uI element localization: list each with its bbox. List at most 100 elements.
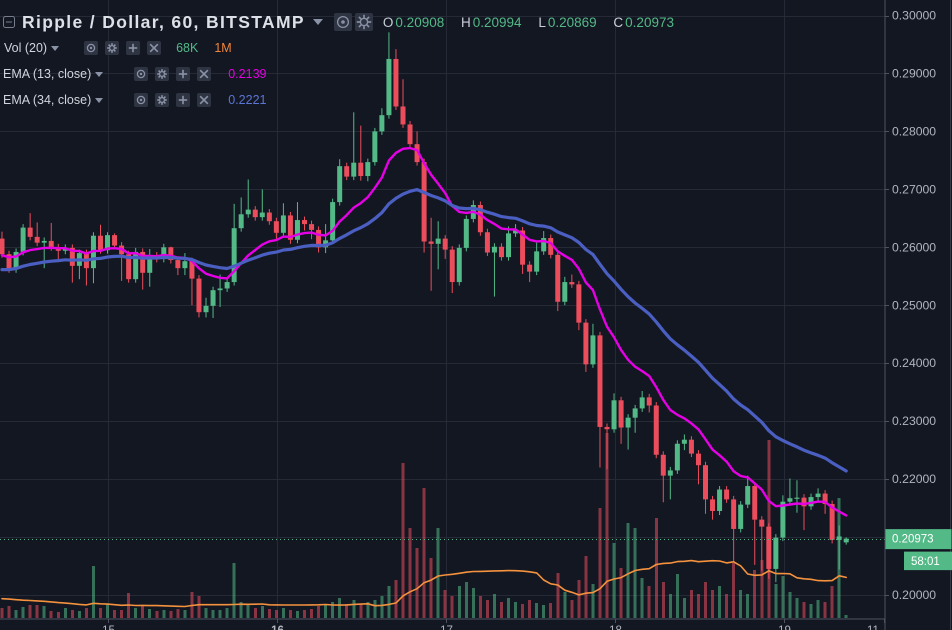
volume-bar [197, 596, 201, 619]
plus-icon[interactable] [126, 41, 141, 55]
price-axis-label: 0.20000 [892, 588, 936, 602]
candle-body [358, 162, 364, 177]
candle-body [738, 504, 744, 529]
gear-icon[interactable] [155, 67, 170, 81]
candle-body [724, 489, 730, 500]
candle-body [280, 215, 286, 233]
candle-wick [571, 274, 573, 288]
volume-bar [626, 523, 630, 619]
volume-bar [183, 610, 187, 619]
indicator-value: 1M [214, 41, 232, 55]
candle-body [527, 264, 533, 272]
volume-bar [605, 433, 609, 619]
volume-bar [56, 612, 60, 619]
open-value: 0.20908 [395, 14, 445, 30]
gear-icon[interactable] [354, 13, 373, 31]
plus-icon[interactable] [176, 93, 191, 107]
indicator-title[interactable]: EMA (34, close) [3, 93, 92, 107]
volume-bar [303, 610, 307, 619]
volume-bar [640, 578, 644, 619]
time-axis[interactable]: 15 16 17 18 19 11 [102, 619, 885, 630]
volume-bar [239, 602, 243, 619]
volume-bar [844, 614, 848, 619]
symbol-title[interactable]: Ripple / Dollar, 60, BITSTAMP [22, 11, 305, 32]
caret-down-icon[interactable] [95, 97, 104, 103]
eye-icon[interactable] [134, 93, 149, 107]
candle-body [147, 255, 153, 273]
volume-bar [366, 602, 370, 619]
eye-icon[interactable] [134, 67, 149, 81]
price-axis[interactable]: 0.30000 0.29000 0.28000 0.27000 0.26000 0.250… [885, 9, 936, 603]
indicator-value: 68K [176, 41, 199, 55]
plus-icon[interactable] [176, 67, 191, 81]
caret-down-icon[interactable] [95, 71, 104, 77]
volume-bar [654, 518, 658, 619]
close-value: 0.20973 [625, 14, 674, 30]
legend-collapse-button[interactable] [3, 16, 15, 28]
candle-body [316, 229, 322, 248]
volume-bar [218, 610, 222, 619]
last-price-badge-text: 0.20973 [892, 534, 934, 546]
close-icon[interactable] [197, 93, 212, 107]
indicator-title[interactable]: Vol (20) [4, 41, 48, 55]
candle-body [703, 465, 708, 500]
candle-body [611, 400, 617, 430]
volume-bar [499, 602, 503, 619]
caret-down-icon[interactable] [312, 19, 323, 25]
close-icon[interactable] [197, 67, 212, 81]
eye-icon[interactable] [333, 13, 352, 31]
volume-bar [732, 563, 736, 619]
candle-wick [627, 414, 629, 450]
volume-bar [471, 588, 475, 619]
volume-bar [478, 596, 482, 619]
gear-icon[interactable] [105, 41, 120, 55]
candle-wick [36, 222, 38, 247]
volume-bar [507, 598, 511, 619]
volume-bar [169, 611, 173, 619]
eye-icon[interactable] [84, 41, 99, 55]
candle-body [105, 235, 111, 251]
candle-body [252, 209, 258, 218]
volume-bar [612, 543, 616, 619]
candle-body [477, 204, 483, 233]
volume-bar [35, 605, 39, 619]
candle-body [344, 166, 350, 177]
volume-bar [42, 606, 46, 619]
volume-bar [436, 528, 440, 619]
candle-body [449, 249, 455, 283]
indicator-row-ema34: EMA (34, close) 0.2221 [3, 92, 266, 108]
volume-bar [49, 611, 53, 619]
volume-bar [408, 528, 412, 619]
candle-body [463, 218, 469, 248]
indicator-title[interactable]: EMA (13, close) [3, 67, 92, 81]
candle-wick [493, 243, 495, 297]
candle-body [238, 214, 244, 229]
gear-icon[interactable] [155, 93, 170, 107]
volume-bar [113, 610, 117, 619]
time-axis-label: 19 [778, 625, 791, 630]
candle-body [400, 106, 406, 125]
candle-wick [402, 79, 404, 128]
volume-bar [352, 600, 356, 619]
price-axis-label: 0.29000 [892, 66, 936, 80]
candle-body [843, 538, 849, 543]
candle-body [534, 251, 540, 272]
volume-bar [563, 592, 567, 619]
volume-bar [232, 563, 236, 619]
candle-wick [430, 217, 432, 291]
close-icon[interactable] [147, 41, 162, 55]
caret-down-icon[interactable] [51, 45, 60, 51]
candle-wick [669, 466, 671, 500]
candle-body [653, 405, 659, 455]
candle-body [787, 498, 793, 502]
candle-body [379, 115, 385, 132]
price-axis-label: 0.28000 [892, 124, 936, 138]
volume-bar [535, 603, 539, 619]
candle-wick [761, 516, 763, 571]
volume-bar [288, 610, 292, 619]
candle-body [386, 58, 392, 116]
overlay-line-ema13 [0, 146, 848, 517]
candle-wick [57, 243, 59, 261]
candle-wick [838, 525, 840, 570]
